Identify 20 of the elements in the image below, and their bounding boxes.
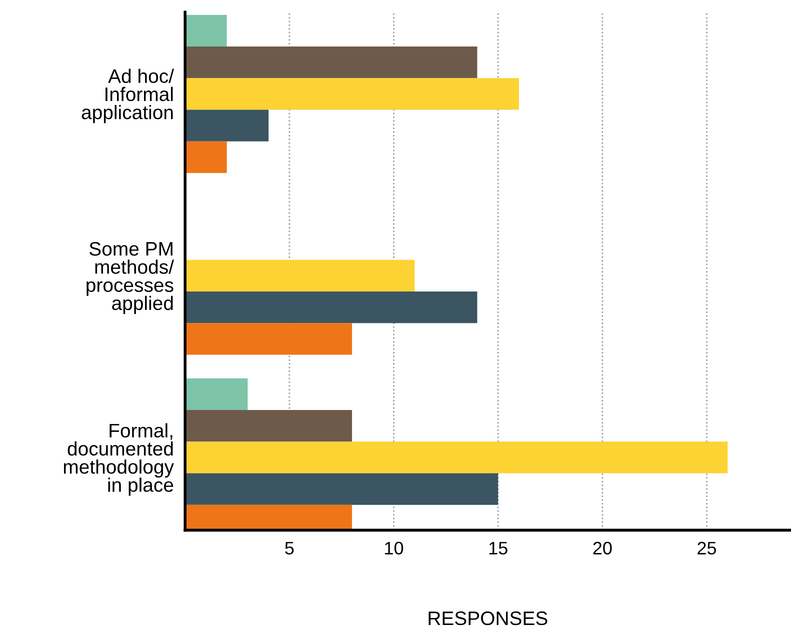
y-tick-label: Ad hoc/ Informal application: [82, 68, 174, 124]
bar: [185, 110, 269, 142]
x-axis-title: RESPONSES: [428, 611, 548, 626]
x-tick-label: 10: [385, 542, 404, 555]
x-tick-label: 5: [285, 542, 294, 555]
bar: [185, 378, 248, 410]
y-tick-label: Formal, documented methodology in place: [64, 423, 174, 496]
bar: [185, 46, 478, 78]
x-tick-label: 15: [489, 542, 508, 555]
x-tick-label: 25: [698, 542, 716, 555]
x-tick-label: 20: [593, 542, 612, 555]
bar: [185, 141, 227, 173]
bar: [185, 78, 519, 110]
bar: [185, 323, 352, 355]
bar: [185, 260, 415, 292]
y-tick-label: Some PM methods/ processes applied: [86, 242, 174, 314]
bar: [185, 14, 227, 46]
bar: [185, 410, 352, 442]
bar: [185, 442, 728, 474]
bar: [185, 292, 478, 324]
